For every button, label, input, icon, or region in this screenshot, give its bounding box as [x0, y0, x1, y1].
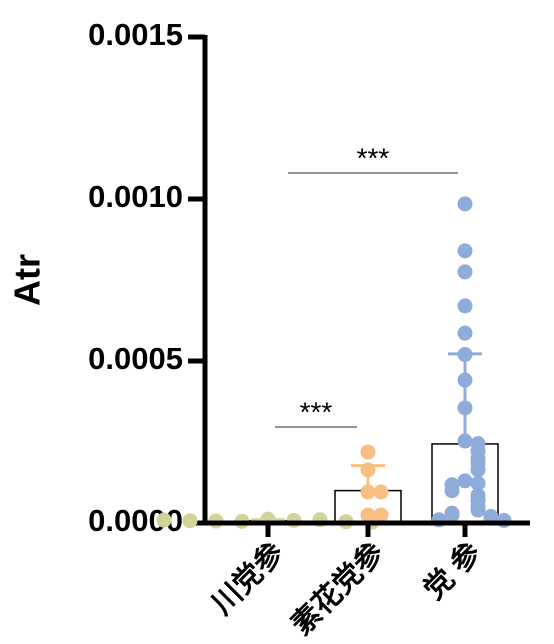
y-tick-label: 0.0015 — [88, 17, 183, 52]
y-axis-label: Atr — [7, 254, 48, 306]
x-tick-label: 川党参 — [205, 535, 291, 621]
data-point — [470, 502, 486, 518]
y-tick-label: 0.0005 — [88, 341, 183, 376]
data-point — [496, 512, 512, 528]
x-tick-label: 素花党参 — [284, 535, 390, 641]
data-point — [470, 462, 486, 478]
x-tick-label: 党 参 — [417, 535, 488, 606]
data-point — [286, 512, 302, 528]
data-point — [457, 325, 473, 341]
y-tick-label: 0.0010 — [88, 179, 183, 214]
data-point — [360, 507, 376, 523]
data-point — [457, 473, 473, 489]
data-point — [470, 475, 486, 491]
data-point — [182, 513, 198, 529]
significance-label: *** — [357, 142, 390, 173]
data-point — [457, 196, 473, 212]
data-point — [457, 298, 473, 314]
data-point — [444, 483, 460, 499]
data-point — [444, 507, 460, 523]
significance-label: *** — [300, 396, 333, 427]
data-point — [360, 484, 376, 500]
data-point — [457, 243, 473, 259]
data-point — [373, 484, 389, 500]
data-point — [360, 444, 376, 460]
data-point — [156, 512, 172, 528]
data-point — [373, 507, 389, 523]
data-point — [457, 264, 473, 280]
